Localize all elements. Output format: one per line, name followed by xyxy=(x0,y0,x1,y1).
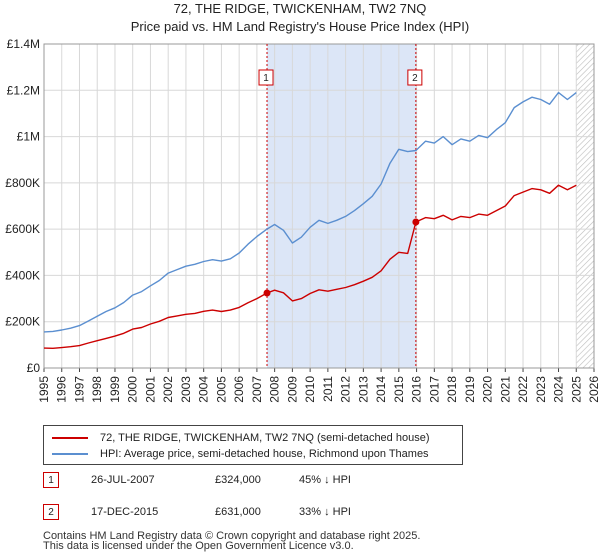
x-tick-label: 2009 xyxy=(285,376,299,403)
x-tick-label: 1997 xyxy=(72,376,86,403)
x-tick-label: 2012 xyxy=(339,376,353,403)
sale-marker-badge: 2 xyxy=(43,504,59,520)
sale-hpi-diff: 33% ↓ HPI xyxy=(299,506,351,518)
sale-price: £324,000 xyxy=(215,474,261,486)
price-chart: £0 £200K £400K £600K £800K £1M £1.2M £1.4M 1995 1… xyxy=(5,37,600,403)
sale-hpi-diff: 45% ↓ HPI xyxy=(299,474,351,486)
x-tick-label: 2013 xyxy=(356,376,370,403)
x-tick-label: 2026 xyxy=(587,376,600,403)
x-tick-label: 2021 xyxy=(498,376,512,403)
legend-swatch-price xyxy=(52,437,88,439)
footer-attribution: Contains HM Land Registry data © Crown c… xyxy=(43,530,421,552)
x-tick-label: 2007 xyxy=(250,376,264,403)
x-tick-label: 2010 xyxy=(303,376,317,403)
sale-period-shading xyxy=(267,44,416,368)
sale-marker-badge: 1 xyxy=(43,472,59,488)
y-tick-label: £400K xyxy=(5,268,40,282)
sale-point xyxy=(412,218,420,226)
footer-line-2: This data is licensed under the Open Gov… xyxy=(43,540,354,552)
sale-price: £631,000 xyxy=(215,506,261,518)
x-tick-label: 2000 xyxy=(126,376,140,403)
sale-badge-label: 1 xyxy=(263,73,269,84)
price-series-line xyxy=(43,184,577,349)
table-row: 1 26-JUL-2007 £324,000 45% ↓ HPI xyxy=(43,472,403,494)
x-tick-label: 2001 xyxy=(143,376,157,403)
hpi-series-line xyxy=(43,91,577,333)
y-tick-label: £0 xyxy=(27,361,41,375)
plot-frame xyxy=(43,43,595,369)
x-tick-label: 1996 xyxy=(55,376,69,403)
legend-item-price: 72, THE RIDGE, TWICKENHAM, TW2 7NQ (semi… xyxy=(52,430,429,446)
sale-badge-box xyxy=(407,69,423,86)
x-tick-label: 2018 xyxy=(445,376,459,403)
x-tick-label: 2004 xyxy=(197,376,211,403)
y-tick-label: £600K xyxy=(5,222,40,236)
x-tick-label: 1995 xyxy=(37,376,51,403)
y-tick-label: £800K xyxy=(5,176,40,190)
sale-badge-box xyxy=(258,69,274,86)
y-tick-label: £1.2M xyxy=(7,83,40,97)
x-tick-label: 1998 xyxy=(90,376,104,403)
x-tick-label: 2022 xyxy=(516,376,530,403)
x-tick-label: 2025 xyxy=(569,376,583,403)
x-tick-label: 2015 xyxy=(392,376,406,403)
x-tick-label: 2023 xyxy=(534,376,548,403)
x-tick-label: 2019 xyxy=(463,376,477,403)
sale-date: 17-DEC-2015 xyxy=(91,506,159,518)
x-tick-label: 2016 xyxy=(410,376,424,403)
legend-item-hpi: HPI: Average price, semi-detached house,… xyxy=(52,446,429,462)
y-tick-label: £1M xyxy=(17,130,40,144)
x-tick-label: 2008 xyxy=(268,376,282,403)
x-tick-label: 2014 xyxy=(374,376,388,403)
chart-subtitle: Price paid vs. HM Land Registry's House … xyxy=(130,19,470,34)
x-tick-label: 2003 xyxy=(179,376,193,403)
table-row: 2 17-DEC-2015 £631,000 33% ↓ HPI xyxy=(43,504,403,526)
legend-label-price: 72, THE RIDGE, TWICKENHAM, TW2 7NQ (semi… xyxy=(100,432,430,444)
y-tick-label: £200K xyxy=(5,315,40,329)
x-tick-label: 2020 xyxy=(481,376,495,403)
x-tick-label: 2005 xyxy=(214,376,228,403)
x-tick-label: 2006 xyxy=(232,376,246,403)
legend-swatch-hpi xyxy=(52,453,88,455)
footer-line-1: Contains HM Land Registry data © Crown c… xyxy=(43,530,421,542)
chart-title-address: 72, THE RIDGE, TWICKENHAM, TW2 7NQ xyxy=(173,1,427,16)
x-tick-label: 2024 xyxy=(552,376,566,403)
sale-point xyxy=(263,289,271,297)
sale-badge-label: 2 xyxy=(412,73,418,84)
legend-label-hpi: HPI: Average price, semi-detached house,… xyxy=(100,448,429,460)
x-tick-label: 1999 xyxy=(108,376,122,403)
chart-legend: 72, THE RIDGE, TWICKENHAM, TW2 7NQ (semi… xyxy=(43,425,463,465)
y-tick-label: £1.4M xyxy=(7,37,40,51)
sale-date: 26-JUL-2007 xyxy=(91,474,155,486)
x-tick-label: 2011 xyxy=(321,376,335,402)
forecast-hatch-area xyxy=(576,44,594,368)
x-tick-label: 2017 xyxy=(427,376,441,403)
x-tick-label: 2002 xyxy=(161,376,175,403)
